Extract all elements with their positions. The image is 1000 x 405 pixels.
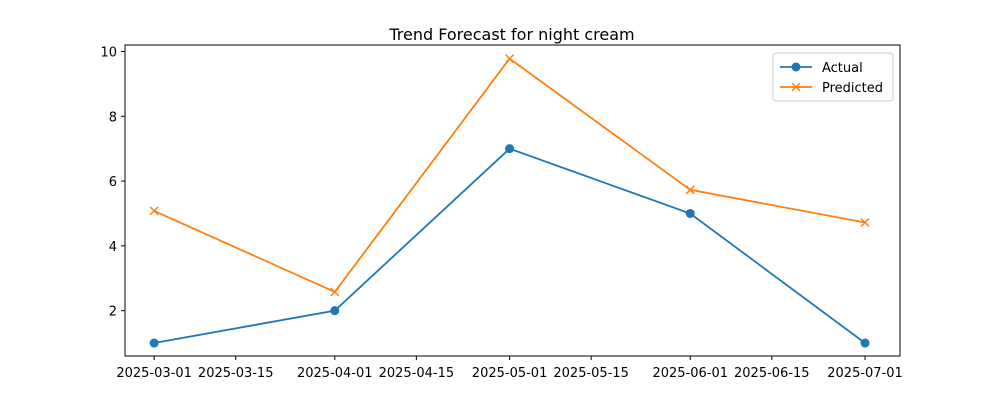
data-point	[505, 144, 515, 154]
series-predicted	[149, 54, 870, 297]
x-tick-label: 2025-06-15	[734, 366, 810, 381]
series-actual	[149, 144, 870, 348]
x-axis: 2025-03-01 2025-03-15 2025-04-01 2025-04-15…	[116, 356, 903, 381]
y-tick-label: 4	[109, 240, 117, 255]
x-tick-label: 2025-07-01	[827, 366, 903, 381]
y-tick-label: 8	[109, 110, 117, 125]
data-point	[860, 217, 870, 228]
x-tick-label: 2025-03-01	[116, 366, 192, 381]
y-tick-label: 10	[100, 45, 117, 60]
data-point	[330, 306, 340, 316]
data-point	[685, 208, 695, 218]
chart-title: Trend Forecast for night cream	[388, 25, 634, 44]
series-line-actual	[153, 147, 866, 344]
y-tick-label: 6	[109, 175, 117, 190]
plot-area-frame	[124, 44, 901, 357]
data-point	[149, 206, 159, 216]
series-layer	[149, 54, 870, 348]
data-point	[505, 54, 515, 64]
x-tick-label: 2025-04-15	[379, 366, 455, 381]
x-tick-label: 2025-06-01	[652, 366, 728, 381]
x-tick-label: 2025-05-01	[472, 366, 548, 381]
legend: Actual Predicted	[772, 52, 894, 102]
data-point	[149, 338, 159, 348]
legend-label: Actual	[822, 61, 863, 76]
legend-frame	[772, 52, 894, 102]
legend-marker	[791, 82, 801, 92]
legend-marker	[791, 62, 801, 72]
series-line-predicted	[153, 57, 866, 294]
x-tick-label: 2025-03-15	[198, 366, 274, 381]
y-tick-label: 2	[109, 305, 117, 320]
data-point	[860, 338, 870, 348]
x-tick-label: 2025-05-15	[553, 366, 629, 381]
legend-label: Predicted	[822, 81, 883, 96]
data-point	[330, 287, 340, 297]
x-tick-label: 2025-04-01	[297, 366, 373, 381]
y-axis: 2 4 6 8 10	[100, 45, 125, 320]
data-point	[685, 185, 695, 195]
